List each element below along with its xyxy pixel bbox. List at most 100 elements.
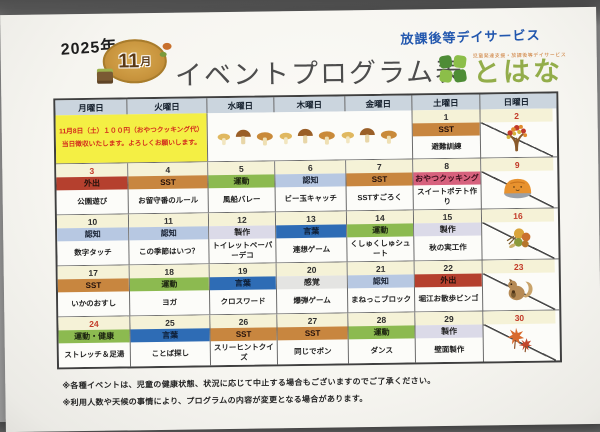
activity-label: 同じでポン bbox=[278, 339, 348, 364]
cooking-fee-notice: 11月8日（土）１００円（おやつクッキング代） 当日徴収いたします。よろしくお願… bbox=[56, 113, 208, 163]
date-number: 14 bbox=[347, 210, 413, 224]
date-number: 19 bbox=[210, 263, 276, 277]
closed-day-area bbox=[483, 272, 556, 310]
category-badge: おやつクッキング bbox=[413, 171, 480, 185]
date-number: 4 bbox=[128, 162, 207, 176]
weekday-friday: 金曜日 bbox=[344, 95, 411, 111]
date-number: 7 bbox=[346, 159, 412, 173]
day-cell-14: 14 運動 くしゅくしゅシュート bbox=[346, 210, 414, 261]
day-cell-24: 24 運動・健康 ストレッチ＆足湯 bbox=[58, 316, 130, 367]
day-cell-25: 25 言葉 ことば探し bbox=[129, 315, 210, 366]
day-cell-23: 23 bbox=[482, 259, 556, 310]
category-badge: 運動 bbox=[348, 325, 414, 339]
weekday-monday: 月曜日 bbox=[55, 99, 126, 115]
activity-label: くしゅくしゅシュート bbox=[347, 236, 413, 261]
day-cell-3: 3 外出 公園遊び bbox=[56, 163, 128, 214]
category-badge: SST bbox=[413, 122, 480, 136]
day-cell-10: 10 認知 数字タッチ bbox=[57, 214, 129, 265]
closed-day-area bbox=[483, 323, 556, 361]
acorn-leaf-icon bbox=[163, 43, 172, 50]
activity-label: ダンス bbox=[349, 338, 415, 363]
category-badge: 製作 bbox=[415, 324, 482, 338]
activity-label: 壁面製作 bbox=[416, 337, 483, 362]
day-cell-16: 16 bbox=[481, 208, 555, 259]
activity-label: 数字タッチ bbox=[57, 240, 128, 265]
activity-label: ビー玉キャッチ bbox=[276, 186, 346, 211]
category-badge: SST bbox=[58, 278, 129, 292]
activity-label: 避難訓練 bbox=[413, 135, 480, 158]
activity-label: SSTすごろく bbox=[347, 185, 413, 210]
category-badge: SST bbox=[346, 172, 412, 186]
activity-label: ことば探し bbox=[131, 341, 210, 366]
day-cell-5: 5 運動 風船バレー bbox=[207, 161, 275, 212]
day-cell-28: 28 運動 ダンス bbox=[347, 312, 415, 363]
clover-icon bbox=[437, 53, 470, 90]
category-badge: 言葉 bbox=[131, 328, 210, 342]
facility-logo: とはな bbox=[437, 49, 564, 90]
autumn-berries-icon bbox=[503, 225, 533, 256]
date-number: 28 bbox=[348, 312, 414, 326]
activity-label: いかのおすし bbox=[58, 291, 129, 316]
activity-label: 秋の実工作 bbox=[414, 235, 481, 260]
category-badge: 外出 bbox=[415, 273, 482, 287]
day-cell-26: 26 SST スリーヒントクイズ bbox=[209, 314, 277, 365]
category-badge: 認知 bbox=[57, 227, 128, 241]
date-number: 23 bbox=[483, 259, 555, 273]
sweet-potato-pie-icon bbox=[499, 174, 535, 205]
date-number: 18 bbox=[130, 264, 209, 278]
category-badge: 言葉 bbox=[210, 276, 276, 290]
autumn-tree-icon bbox=[502, 122, 532, 157]
category-badge: 運動 bbox=[130, 277, 209, 291]
day-cell-8: 8 おやつクッキング スイートポテト作り bbox=[412, 158, 481, 209]
day-cell-30: 30 bbox=[482, 310, 556, 361]
date-number: 10 bbox=[57, 214, 128, 228]
date-number: 22 bbox=[415, 260, 482, 274]
date-number: 30 bbox=[483, 310, 555, 324]
calendar-week-2: 3 外出 公園遊び 4 SST お留守番のルール 5 運動 風船バレー 6 認知… bbox=[56, 156, 558, 214]
calendar-week-1: 11月8日（土）１００円（おやつクッキング代） 当日徴収いたします。よろしくお願… bbox=[56, 108, 558, 163]
activity-label: ストレッチ＆足湯 bbox=[59, 342, 130, 367]
category-badge: SST bbox=[211, 327, 277, 341]
activity-label: この季節はいつ？ bbox=[129, 239, 208, 264]
day-cell-1: 1 SST 避難訓練 bbox=[411, 109, 480, 158]
date-number: 24 bbox=[58, 316, 129, 330]
activity-label: クロスワード bbox=[210, 289, 276, 314]
activity-label: スリーヒントクイズ bbox=[211, 340, 277, 365]
month-number: 11 bbox=[118, 50, 139, 73]
day-cell-29: 29 製作 壁面製作 bbox=[414, 311, 483, 362]
date-number: 29 bbox=[415, 311, 482, 325]
day-cell-21: 21 認知 まねっこブロック bbox=[347, 261, 415, 312]
books-icon bbox=[97, 72, 113, 81]
activity-label: 爆弾ゲーム bbox=[277, 288, 347, 313]
category-badge: 製作 bbox=[209, 225, 275, 239]
date-number: 25 bbox=[130, 315, 209, 329]
activity-label: スイートポテト作り bbox=[414, 184, 481, 209]
day-cell-2: 2 bbox=[479, 108, 553, 157]
calendar-week-4: 17 SST いかのおすし 18 運動 ヨガ 19 言葉 クロスワード 20 感… bbox=[58, 258, 560, 316]
activity-label: トイレットペーパーデコ bbox=[209, 238, 275, 263]
day-cell-7: 7 SST SSTすごろく bbox=[345, 159, 413, 210]
day-cell-12: 12 製作 トイレットペーパーデコ bbox=[208, 212, 276, 263]
day-cell-18: 18 運動 ヨガ bbox=[129, 264, 210, 315]
day-cell-4: 4 SST お留守番のルール bbox=[127, 162, 208, 213]
closed-day-area bbox=[481, 121, 553, 157]
activity-label: 堀江お散歩ビンゴ bbox=[415, 286, 482, 311]
calendar-week-5: 24 運動・健康 ストレッチ＆足湯 25 言葉 ことば探し 26 SST スリー… bbox=[58, 309, 560, 367]
weekday-saturday: 土曜日 bbox=[411, 94, 479, 110]
maple-leaves-icon bbox=[504, 326, 536, 359]
closed-day-area bbox=[481, 170, 554, 208]
date-number: 1 bbox=[412, 109, 479, 123]
date-number: 5 bbox=[208, 161, 274, 175]
activity-label: 連想ゲーム bbox=[276, 237, 346, 262]
date-number: 21 bbox=[348, 261, 414, 275]
date-number: 2 bbox=[480, 108, 552, 122]
day-cell-22: 22 外出 堀江お散歩ビンゴ bbox=[414, 260, 483, 311]
date-number: 15 bbox=[414, 209, 481, 223]
category-badge: 認知 bbox=[129, 226, 208, 240]
service-type-label: 放課後等デイサービス bbox=[400, 24, 541, 47]
logo-name: とはな bbox=[473, 49, 564, 89]
event-calendar-table: 月曜日 火曜日 水曜日 木曜日 金曜日 土曜日 日曜日 11月8日（土）１００円… bbox=[53, 91, 562, 369]
calendar-week-3: 10 認知 数字タッチ 11 認知 この季節はいつ？ 12 製作 トイレットペー… bbox=[57, 207, 559, 265]
category-badge: SST bbox=[278, 326, 348, 340]
notice-line-2: 当日徴収いたします。よろしくお願いします。 bbox=[62, 137, 201, 152]
